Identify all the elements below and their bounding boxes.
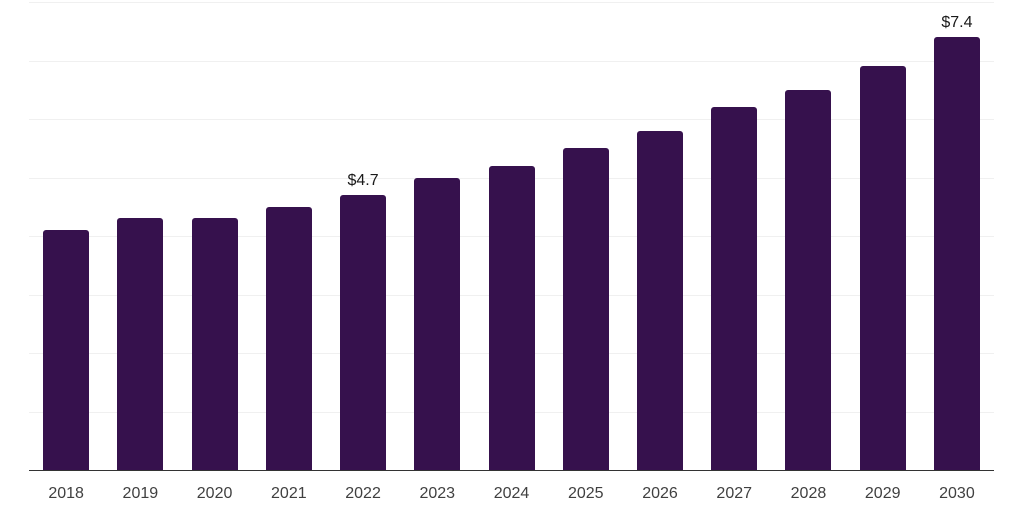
bar-2027 <box>711 107 758 470</box>
bar-slot-2027 <box>697 2 771 470</box>
x-tick-label-2027: 2027 <box>716 485 753 502</box>
bar-slot-2024 <box>474 2 548 470</box>
bar-slot-2021 <box>252 2 326 470</box>
bar-slot-2026 <box>623 2 697 470</box>
bar-slot-2018 <box>29 2 103 470</box>
bar-2025 <box>562 148 609 470</box>
bar-2022 <box>340 195 387 470</box>
x-tick-label-2029: 2029 <box>864 485 901 502</box>
bar-slot-2028 <box>771 2 845 470</box>
x-tick-label-2025: 2025 <box>567 485 604 502</box>
bar-2023 <box>414 177 461 470</box>
bar-slot-2020 <box>177 2 251 470</box>
bar-2030 <box>933 37 980 470</box>
bar-slot-2019 <box>103 2 177 470</box>
plot-area: $4.7 $7.4 <box>29 2 994 471</box>
x-tick-label-2024: 2024 <box>493 485 530 502</box>
x-tick-label-2028: 2028 <box>790 485 827 502</box>
bar-2028 <box>785 89 832 470</box>
x-tick-label-2026: 2026 <box>642 485 678 502</box>
x-tick-label-2022: 2022 <box>345 485 381 502</box>
bar-2020 <box>191 218 238 470</box>
x-tick-label-2021: 2021 <box>271 485 307 502</box>
gridline <box>29 119 994 120</box>
bar-2019 <box>117 218 164 470</box>
gridline <box>29 60 994 62</box>
bar-2029 <box>859 66 906 470</box>
x-tick-label-2018: 2018 <box>48 485 84 502</box>
bar-slot-2030: $7.4 <box>920 2 994 470</box>
bar-2018 <box>43 230 90 470</box>
bar-2026 <box>636 130 683 470</box>
bar-slot-2029 <box>846 2 920 470</box>
bar-value-label-2030: $7.4 <box>941 14 973 32</box>
gridline <box>29 2 994 3</box>
bars: $4.7 $7.4 <box>29 2 994 470</box>
x-axis-labels: 2018 2019 2020 2021 2022 2023 2024 2025 2026 2027… <box>29 485 994 503</box>
bar-slot-2023 <box>400 2 474 470</box>
bar-slot-2022: $4.7 <box>326 2 400 470</box>
bar-2024 <box>488 165 535 470</box>
x-tick-label-2023: 2023 <box>419 485 456 502</box>
bar-2021 <box>265 206 312 470</box>
x-tick-label-2019: 2019 <box>122 485 159 502</box>
bar-value-label-2022: $4.7 <box>347 172 379 190</box>
x-tick-label-2030: 2030 <box>939 485 975 502</box>
x-tick-label-2020: 2020 <box>196 485 233 502</box>
bar-slot-2025 <box>549 2 623 470</box>
